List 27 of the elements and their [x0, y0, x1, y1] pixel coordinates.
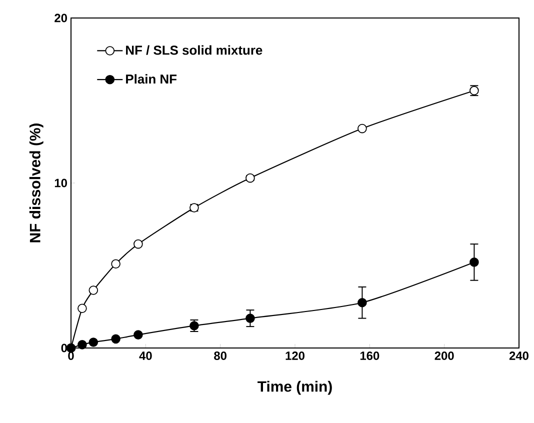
y-tick-label: 10 [54, 178, 67, 188]
point [246, 173, 255, 183]
x-tick-label: 200 [434, 352, 454, 360]
y-tick-label: 0 [61, 344, 67, 352]
point [358, 298, 367, 308]
point [111, 259, 120, 268]
point [190, 321, 199, 330]
x-axis-title: Time (min) [258, 380, 332, 395]
point [88, 338, 98, 347]
legend-label: Plain NF [126, 74, 177, 84]
point [470, 258, 479, 267]
y-axis-title: NF dissolved (%) [29, 124, 44, 242]
point [78, 304, 87, 314]
legend-label: NF / SLS solid mixture [126, 45, 262, 55]
point [78, 340, 87, 350]
point [134, 239, 143, 249]
x-tick-label: 80 [214, 352, 226, 360]
y-tick-label: 20 [54, 14, 67, 22]
point [134, 330, 143, 340]
point [111, 334, 120, 344]
x-tick-label: 120 [286, 352, 304, 360]
x-tick-label: 240 [509, 352, 528, 360]
point [358, 124, 367, 134]
point [88, 286, 98, 295]
point [246, 314, 255, 323]
x-tick-label: 40 [139, 352, 152, 360]
x-tick-label: 160 [360, 352, 380, 360]
